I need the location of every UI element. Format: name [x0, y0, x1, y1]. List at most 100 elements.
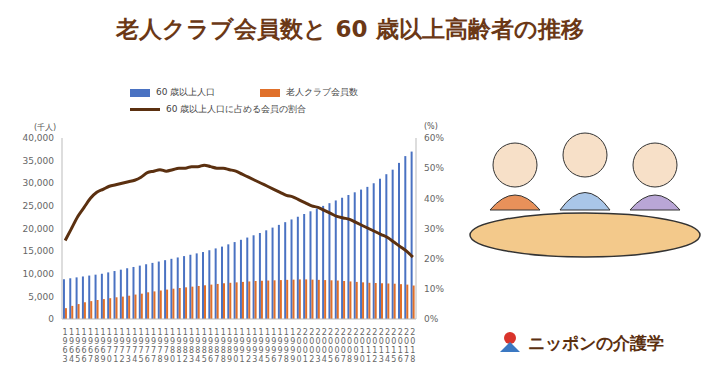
svg-text:1: 1 [164, 328, 169, 337]
svg-text:3: 3 [379, 355, 384, 364]
svg-text:1: 1 [132, 328, 137, 337]
svg-text:1: 1 [360, 346, 365, 355]
svg-text:1: 1 [126, 328, 131, 337]
svg-text:9: 9 [138, 337, 143, 346]
svg-text:0: 0 [48, 314, 54, 324]
svg-text:6: 6 [334, 355, 339, 364]
svg-text:0: 0 [410, 337, 415, 346]
svg-text:4: 4 [69, 355, 74, 364]
svg-text:1: 1 [189, 328, 194, 337]
svg-text:2: 2 [309, 328, 314, 337]
svg-text:1: 1 [240, 328, 245, 337]
svg-text:7: 7 [151, 346, 156, 355]
svg-text:1: 1 [284, 328, 289, 337]
svg-text:2: 2 [328, 328, 333, 337]
svg-text:1: 1 [391, 346, 396, 355]
svg-text:8: 8 [221, 346, 226, 355]
svg-text:0: 0 [398, 337, 403, 346]
svg-text:3: 3 [315, 355, 320, 364]
svg-text:2: 2 [366, 328, 371, 337]
svg-text:0: 0 [309, 346, 314, 355]
svg-text:0: 0 [353, 346, 358, 355]
svg-text:0: 0 [334, 337, 339, 346]
svg-text:0: 0 [322, 337, 327, 346]
svg-text:0: 0 [347, 337, 352, 346]
svg-text:6: 6 [398, 355, 403, 364]
svg-text:9: 9 [246, 337, 251, 346]
svg-text:40,000: 40,000 [23, 133, 55, 143]
svg-text:7: 7 [138, 346, 143, 355]
svg-text:1: 1 [265, 328, 270, 337]
svg-text:1: 1 [398, 346, 403, 355]
svg-text:0: 0 [341, 337, 346, 346]
svg-text:9: 9 [132, 337, 137, 346]
svg-text:0: 0 [353, 337, 358, 346]
svg-text:10,000: 10,000 [23, 269, 55, 279]
svg-text:9: 9 [284, 346, 289, 355]
svg-text:1: 1 [221, 328, 226, 337]
svg-text:7: 7 [145, 346, 150, 355]
svg-text:2: 2 [398, 328, 403, 337]
svg-text:1: 1 [366, 355, 371, 364]
svg-text:2: 2 [379, 328, 384, 337]
svg-text:0: 0 [328, 346, 333, 355]
svg-text:30%: 30% [424, 224, 444, 234]
svg-text:0: 0 [360, 337, 365, 346]
svg-text:1: 1 [404, 346, 409, 355]
svg-text:0: 0 [297, 337, 302, 346]
svg-text:0: 0 [107, 355, 112, 364]
svg-text:7: 7 [157, 346, 162, 355]
svg-text:10%: 10% [424, 284, 444, 294]
svg-text:20%: 20% [424, 254, 444, 264]
svg-text:1: 1 [271, 328, 276, 337]
svg-text:2: 2 [385, 328, 390, 337]
svg-text:1: 1 [176, 328, 181, 337]
svg-text:6: 6 [88, 346, 93, 355]
svg-text:8: 8 [227, 346, 232, 355]
svg-text:3: 3 [189, 355, 194, 364]
svg-text:0: 0 [334, 346, 339, 355]
svg-text:0: 0 [328, 337, 333, 346]
svg-text:0: 0 [303, 337, 308, 346]
svg-text:1: 1 [113, 328, 118, 337]
svg-text:6: 6 [208, 355, 213, 364]
svg-text:2: 2 [372, 328, 377, 337]
svg-text:7: 7 [404, 355, 409, 364]
svg-text:8: 8 [170, 346, 175, 355]
svg-text:9: 9 [126, 337, 131, 346]
svg-text:2: 2 [309, 355, 314, 364]
svg-text:9: 9 [252, 346, 257, 355]
svg-text:6: 6 [101, 346, 106, 355]
svg-text:9: 9 [195, 337, 200, 346]
svg-text:2: 2 [410, 328, 415, 337]
svg-text:9: 9 [183, 337, 188, 346]
svg-text:0: 0 [379, 337, 384, 346]
svg-text:9: 9 [271, 346, 276, 355]
svg-text:6: 6 [94, 346, 99, 355]
svg-text:4: 4 [132, 355, 137, 364]
svg-text:1: 1 [176, 355, 181, 364]
svg-text:25,000: 25,000 [23, 201, 55, 211]
svg-text:1: 1 [69, 328, 74, 337]
svg-text:7: 7 [214, 355, 219, 364]
svg-text:0: 0 [315, 346, 320, 355]
svg-text:9: 9 [101, 355, 106, 364]
svg-text:9: 9 [233, 337, 238, 346]
svg-text:8: 8 [221, 355, 226, 364]
svg-text:0: 0 [372, 337, 377, 346]
svg-text:1: 1 [183, 328, 188, 337]
svg-text:5: 5 [75, 355, 80, 364]
svg-text:7: 7 [132, 346, 137, 355]
svg-text:9: 9 [278, 346, 283, 355]
svg-text:8: 8 [176, 346, 181, 355]
svg-text:1: 1 [101, 328, 106, 337]
svg-text:1: 1 [214, 328, 219, 337]
svg-text:2: 2 [347, 328, 352, 337]
svg-text:2: 2 [322, 328, 327, 337]
svg-text:9: 9 [353, 355, 358, 364]
svg-text:1: 1 [113, 355, 118, 364]
svg-text:4: 4 [322, 355, 327, 364]
svg-text:9: 9 [164, 355, 169, 364]
svg-text:1: 1 [290, 328, 295, 337]
svg-text:1: 1 [170, 328, 175, 337]
